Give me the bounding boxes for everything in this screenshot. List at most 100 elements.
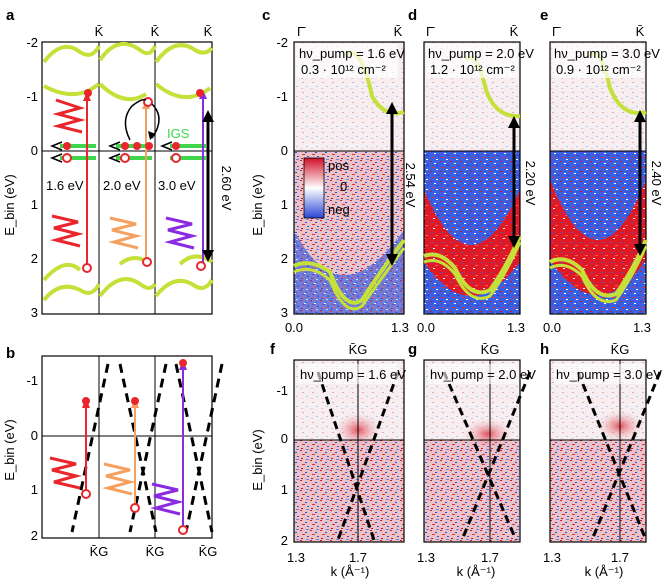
a-photon-red-bottom (50, 214, 84, 248)
b-ytick: 2 (31, 528, 38, 543)
c-gap-label: 2.54 eV (403, 163, 418, 208)
b-ytick: -1 (26, 373, 38, 388)
d-pump: hν_pump = 2.0 eV (428, 46, 534, 61)
panel-e: e 2.40 eV Γ̄ K̄ hν_pump = 3.0 eV 0.9 · 1… (540, 7, 664, 335)
b-ytick: 1 (31, 482, 38, 497)
g-pump: hν_pump = 2.0 eV (430, 367, 536, 382)
panel-h: h K̄G hν_pump = 3.0 eV 1.3 1.7 k (Å⁻¹) (540, 341, 662, 579)
a-igs-label: IGS (167, 126, 190, 141)
g-xtick: 1.3 (417, 550, 435, 565)
c-xtick: 1.3 (391, 320, 409, 335)
g-kaxis: k (Å⁻¹) (457, 564, 496, 579)
panel-h-label: h (540, 341, 549, 358)
b-ylabel: E_bin (eV) (2, 419, 17, 480)
cde-ytick: -1 (276, 89, 288, 104)
e-gap-label: 2.40 eV (649, 161, 664, 206)
d-gamma: Γ̄ (426, 24, 435, 39)
f-xtick: 1.3 (287, 550, 305, 565)
a-photon-purple (164, 216, 198, 250)
e-xtick: 1.3 (633, 320, 651, 335)
cde-ylabel: E_bin (eV) (250, 174, 265, 235)
panel-f-label: f (270, 341, 276, 358)
h-kaxis: k (Å⁻¹) (585, 564, 624, 579)
b-ytick: 0 (31, 428, 38, 443)
h-xtick: 1.7 (611, 550, 629, 565)
f-top-label: K̄G (349, 342, 368, 357)
panels-cde-axis: -2 -1 0 1 2 3 E_bin (eV) (250, 35, 288, 320)
colorbar-neg: neg (328, 202, 350, 217)
h-top-label: K̄G (611, 342, 630, 357)
a-energy-1: 1.6 eV (46, 178, 84, 193)
panel-c-label: c (262, 7, 270, 24)
d-xtick: 0.0 (417, 320, 435, 335)
cde-ytick: 3 (281, 305, 288, 320)
colorbar-zero: 0 (340, 179, 347, 194)
panels-fgh-axis: -1 0 1 2 E_bin (eV) (250, 383, 288, 548)
a-top-label-1: K̄ (95, 24, 104, 39)
fgh-ytick: 1 (281, 482, 288, 497)
a-ylabel: E_bin (eV) (2, 174, 17, 235)
a-holes (62, 97, 206, 273)
panel-e-label: e (540, 7, 548, 24)
a-relax-arrows (49, 141, 173, 163)
e-xtick: 0.0 (543, 320, 561, 335)
e-kbar: K̄ (636, 24, 645, 39)
f-pump: hν_pump = 1.6 eV (300, 367, 406, 382)
h-pump: hν_pump = 3.0 eV (556, 367, 662, 382)
cde-ytick: 2 (281, 251, 288, 266)
a-photon-orange (108, 216, 142, 250)
f-kaxis: k (Å⁻¹) (331, 564, 370, 579)
a-band-curves (42, 41, 214, 302)
c-gamma: Γ̄ (297, 24, 306, 39)
a-ytick: 1 (31, 197, 38, 212)
panel-g: g K̄G hν_pump = 2.0 eV 1.3 1.7 k (Å⁻¹) (408, 341, 536, 579)
d-kbar: K̄ (510, 24, 519, 39)
g-xtick: 1.7 (481, 550, 499, 565)
fgh-ytick: 0 (281, 431, 288, 446)
c-xtick: 0.0 (285, 320, 303, 335)
fgh-ytick: 2 (281, 533, 288, 548)
a-gap-label: 2.60 eV (219, 166, 234, 211)
panel-d: d 2.20 eV Γ̄ K̄ hν_pump = 2.0 eV 1.2 · 1… (408, 7, 538, 335)
panel-f: f K̄G hν_pump = 1.6 eV 1.3 1.7 k (Å⁻¹) (270, 341, 406, 579)
a-top-label-3: K̄ (204, 24, 213, 39)
d-density: 1.2 · 10¹² cm⁻² (430, 62, 516, 77)
d-gap-label: 2.20 eV (523, 161, 538, 206)
a-electrons (63, 89, 204, 150)
h-xtick: 1.3 (543, 550, 561, 565)
panel-b-label: b (6, 345, 15, 362)
colorbar: pos 0 neg (303, 157, 350, 219)
a-photon-red-top (52, 98, 86, 134)
b-bottom-label-1: K̄G (90, 544, 109, 559)
fgh-ylabel: E_bin (eV) (250, 429, 265, 490)
c-pump: hν_pump = 1.6 eV (299, 46, 405, 61)
e-density: 0.9 · 10¹² cm⁻² (556, 62, 642, 77)
a-top-label-2: K̄ (151, 24, 160, 39)
colorbar-pos: pos (328, 158, 349, 173)
a-curved-arrow (124, 98, 147, 141)
panel-d-label: d (408, 7, 417, 24)
a-ytick: 2 (31, 251, 38, 266)
c-density: 0.3 · 10¹² cm⁻² (301, 62, 387, 77)
d-xtick: 1.3 (507, 320, 525, 335)
panel-b: b -1 0 1 2 E_bin (eV) (2, 345, 224, 559)
cde-ytick: -2 (276, 35, 288, 50)
cde-ytick: 1 (281, 197, 288, 212)
e-pump: hν_pump = 3.0 eV (554, 46, 660, 61)
cde-ytick: 0 (281, 143, 288, 158)
fgh-ytick: -1 (276, 383, 288, 398)
b-bottom-label-3: K̄G (199, 544, 218, 559)
a-ytick: -1 (26, 89, 38, 104)
panel-a: a K̄ K̄ K̄ -2 -1 0 1 2 3 E_bin (eV) (2, 7, 234, 320)
c-kbar: K̄ (394, 24, 403, 39)
a-ytick: -2 (26, 35, 38, 50)
a-energy-2: 2.0 eV (103, 178, 141, 193)
a-energy-3: 3.0 eV (158, 178, 196, 193)
f-xtick: 1.7 (349, 550, 367, 565)
a-ytick: 3 (31, 305, 38, 320)
panel-g-label: g (408, 341, 417, 358)
b-bottom-label-2: K̄G (146, 544, 165, 559)
e-gamma: Γ̄ (552, 24, 561, 39)
a-ytick: 0 (31, 143, 38, 158)
